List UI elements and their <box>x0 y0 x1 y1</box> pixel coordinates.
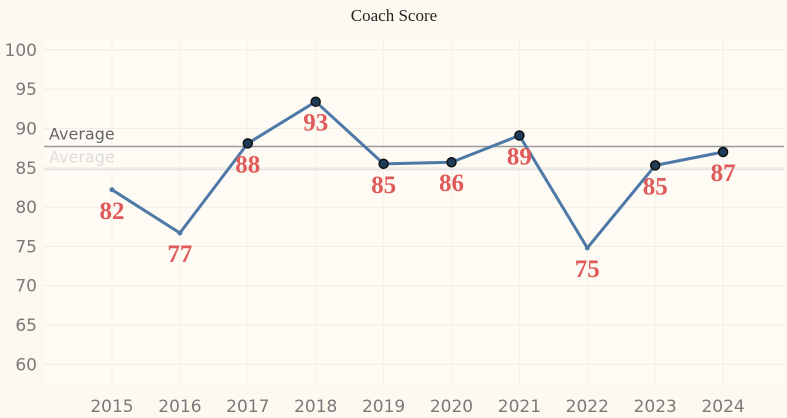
data-label-2017: 88 <box>235 151 260 178</box>
series-line <box>111 100 724 250</box>
data-point-2023 <box>649 160 661 171</box>
data-point-2017 <box>242 138 254 149</box>
series-coach-score <box>109 96 729 251</box>
data-point-2021 <box>514 130 525 141</box>
data-label-2016: 77 <box>167 241 192 268</box>
x-tick-label-2018: 2018 <box>294 397 337 417</box>
chart-title: Coach Score <box>351 6 437 25</box>
x-tick-label-2017: 2017 <box>226 397 269 417</box>
y-tick-label-70: 70 <box>15 277 37 297</box>
data-point-2022 <box>584 245 590 251</box>
reference-lines: Average Average <box>44 125 784 171</box>
y-axis: 60 65 70 75 80 85 90 95 100 <box>5 41 37 376</box>
x-tick-label-2021: 2021 <box>498 397 541 417</box>
x-tick-label-2015: 2015 <box>90 397 133 417</box>
x-axis: 2015 2016 2017 2018 2019 2020 2021 2022 2023 2024 <box>90 397 744 417</box>
data-label-2018: 93 <box>303 110 328 137</box>
plot-area <box>44 38 784 384</box>
data-label-2020: 86 <box>439 170 464 197</box>
data-labels: 82 77 88 93 85 86 89 75 85 87 <box>100 110 736 283</box>
data-label-2023: 85 <box>643 173 668 200</box>
y-tick-label-60: 60 <box>15 355 37 375</box>
x-tick-label-2019: 2019 <box>362 397 405 417</box>
y-tick-label-85: 85 <box>15 159 37 179</box>
y-tick-label-65: 65 <box>15 316 37 336</box>
data-point-2016 <box>177 230 183 236</box>
x-tick-label-2022: 2022 <box>566 397 609 417</box>
x-tick-label-2024: 2024 <box>701 397 744 417</box>
data-label-2015: 82 <box>100 198 125 225</box>
data-label-2019: 85 <box>371 172 396 199</box>
reference-label-average: Average <box>49 125 115 144</box>
data-label-2024: 87 <box>711 160 736 187</box>
y-tick-label-100: 100 <box>5 41 37 61</box>
data-point-2015 <box>109 187 115 193</box>
x-tick-label-2023: 2023 <box>634 397 677 417</box>
x-tick-label-2020: 2020 <box>430 397 473 417</box>
data-point-2019 <box>378 158 389 170</box>
y-tick-label-75: 75 <box>15 237 37 257</box>
data-point-2020 <box>446 156 457 168</box>
data-label-2022: 75 <box>575 256 600 283</box>
grid-layer <box>44 38 784 384</box>
y-tick-label-90: 90 <box>15 119 37 139</box>
data-label-2021: 89 <box>507 144 532 171</box>
y-tick-label-95: 95 <box>15 80 37 100</box>
data-point-2018 <box>310 96 321 107</box>
y-tick-label-80: 80 <box>15 198 37 218</box>
x-tick-label-2016: 2016 <box>158 397 201 417</box>
reference-label-ghost: Average <box>49 147 115 166</box>
data-point-2024 <box>717 146 729 158</box>
